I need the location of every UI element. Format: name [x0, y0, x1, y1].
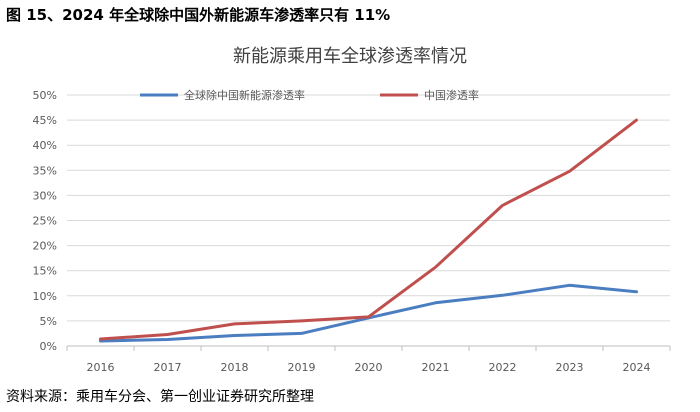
- series-line-2: [99, 118, 638, 341]
- x-tick-label: 2023: [556, 361, 584, 374]
- line-chart: 新能源乘用车全球渗透率情况 0% 5% 10% 15% 20% 25% 30% 35% 40% 4…: [33, 46, 671, 374]
- y-tick-label: 15%: [33, 265, 57, 278]
- x-tick-label: 2018: [221, 361, 249, 374]
- x-tick-label: 2017: [154, 361, 182, 374]
- chart-container: 新能源乘用车全球渗透率情况 0% 5% 10% 15% 20% 25% 30% 35% 40% 4…: [0, 30, 700, 380]
- y-tick-label: 50%: [33, 89, 57, 102]
- figure-title: 图 15、2024 年全球除中国外新能源车渗透率只有 11%: [6, 6, 391, 24]
- x-tick-label: 2022: [489, 361, 517, 374]
- grid-lines: [67, 94, 670, 322]
- y-tick-label: 35%: [33, 164, 57, 177]
- y-tick-label: 40%: [33, 139, 57, 152]
- x-tick-label: 2019: [288, 361, 316, 374]
- legend-label: 中国渗透率: [424, 88, 479, 102]
- y-tick-label: 45%: [33, 114, 57, 127]
- y-tick-label: 30%: [33, 189, 57, 202]
- y-tick-label: 20%: [33, 240, 57, 253]
- axes: 0% 5% 10% 15% 20% 25% 30% 35% 40% 45% 50% 2016 2017 2…: [33, 89, 671, 374]
- series-lines: [99, 118, 638, 343]
- y-tick-label: 10%: [33, 290, 57, 303]
- source-note: 资料来源：乘用车分会、第一创业证券研究所整理: [6, 389, 314, 405]
- x-tick-label: 2021: [422, 361, 450, 374]
- chart-title: 新能源乘用车全球渗透率情况: [233, 46, 467, 67]
- y-tick-label: 0%: [40, 340, 57, 353]
- y-tick-label: 5%: [40, 315, 57, 328]
- x-tick-label: 2024: [623, 361, 651, 374]
- legend-label: 全球除中国新能源渗透率: [184, 88, 305, 102]
- x-tick-label: 2016: [87, 361, 115, 374]
- legend: 全球除中国新能源渗透率 中国渗透率: [140, 88, 479, 102]
- y-tick-label: 25%: [33, 215, 57, 228]
- x-tick-label: 2020: [355, 361, 383, 374]
